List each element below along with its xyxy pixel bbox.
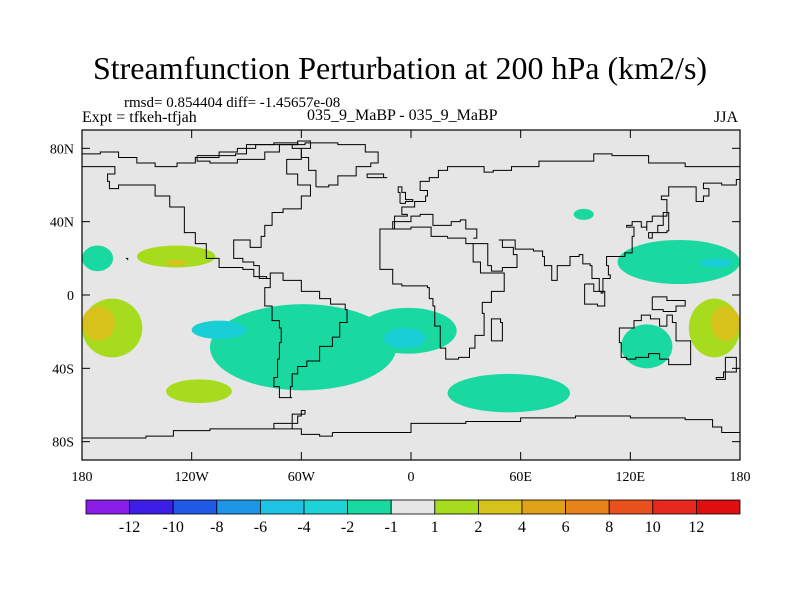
colorbar-label: -6 <box>254 519 267 536</box>
colorbar-label: 12 <box>688 519 704 536</box>
coastline <box>82 410 333 439</box>
y-tick-label: 0 <box>67 289 74 304</box>
anomaly-region-positive <box>166 379 232 404</box>
x-tick-label: 120W <box>175 470 210 485</box>
anomaly-region-negative <box>573 208 594 220</box>
colorbar-box <box>259 499 305 515</box>
colorbar-box <box>390 499 436 515</box>
coastline-layer <box>82 140 740 439</box>
anomaly-region-negative <box>209 304 397 391</box>
anomaly-region-negative <box>447 373 571 413</box>
anomaly-region-positive <box>166 260 187 266</box>
anomaly-region-negative <box>383 328 426 349</box>
coastline <box>392 153 740 230</box>
anomaly-region-negative <box>82 245 114 272</box>
colorbar-label: 4 <box>518 519 526 536</box>
colorbar-label: -10 <box>163 519 184 536</box>
coastline <box>584 283 606 307</box>
coastline <box>397 186 414 204</box>
run-label: 035_9_MaBP - 035_9_MaBP <box>307 107 498 124</box>
field-layer <box>82 208 740 413</box>
colorbar-box <box>521 499 566 515</box>
coastline <box>648 212 670 239</box>
coastline <box>473 175 740 294</box>
anomaly-region-negative <box>191 320 247 340</box>
anomaly-region-positive <box>82 306 115 341</box>
colorbar-box <box>652 499 697 515</box>
colorbar-label: -1 <box>385 519 398 536</box>
x-tick-label: 120E <box>616 470 646 485</box>
season-label: JJA <box>714 109 739 126</box>
stats-label: rmsd= 0.854404 diff= -1.45657e-08 <box>124 95 341 111</box>
colorbar-box <box>129 499 174 515</box>
coastline <box>490 318 503 342</box>
colorbar-box <box>565 499 610 515</box>
x-tick-label: 180 <box>730 470 751 485</box>
coastline <box>366 173 388 179</box>
anomaly-region-negative <box>699 258 733 268</box>
colorbar-label: -12 <box>119 519 140 536</box>
coastline <box>379 226 505 360</box>
map-title: Streamfunction Perturbation at 200 hPa (… <box>92 50 708 86</box>
colorbar-label: 1 <box>431 519 439 536</box>
colorbar-label: -4 <box>297 519 310 536</box>
coastline <box>392 213 478 239</box>
y-tick-label: 80N <box>50 142 74 157</box>
coastline <box>651 296 686 312</box>
coastline <box>715 356 737 380</box>
anomaly-region-negative <box>617 240 740 284</box>
x-tick-label: 180 <box>72 470 93 485</box>
x-tick-label: 60E <box>509 470 532 485</box>
colorbar-label: 8 <box>605 519 613 536</box>
coastline <box>291 142 379 188</box>
colorbar-label: 6 <box>562 519 570 536</box>
colorbar-box <box>696 499 741 515</box>
colorbar-box <box>303 499 348 515</box>
x-tick-label: 60W <box>288 470 316 485</box>
colorbar-label: 10 <box>645 519 661 536</box>
colorbar-label: -2 <box>341 519 354 536</box>
colorbar-box <box>608 499 654 515</box>
anomaly-region-positive <box>710 306 740 341</box>
experiment-label: Expt = tfkeh-tfjah <box>82 109 197 126</box>
colorbar-label: -8 <box>210 519 223 536</box>
coastline <box>125 257 129 261</box>
coastline <box>82 140 348 399</box>
anomaly-region-negative <box>621 324 673 369</box>
colorbar-box <box>434 499 479 515</box>
axis-layer: 180 120W 60W 0 60E 120E 180 80N 40N 0 40S 80S <box>50 130 751 485</box>
colorbar-box <box>216 499 261 515</box>
anomaly-region-positive <box>136 245 216 268</box>
coastline <box>196 142 299 164</box>
colorbar-box <box>347 499 392 515</box>
coastline <box>618 314 692 366</box>
colorbar-box <box>172 499 218 515</box>
colorbar-label: 2 <box>474 519 482 536</box>
y-tick-label: 80S <box>52 436 74 451</box>
y-tick-label: 40S <box>52 362 74 377</box>
colorbar-box <box>477 499 523 515</box>
colorbar: -12 -10 -8 -6 -4 -2 -1 1 2 4 6 8 10 12 <box>85 499 741 536</box>
y-tick-label: 40N <box>50 216 74 231</box>
x-tick-label: 0 <box>408 470 415 485</box>
map-background <box>82 130 740 460</box>
coastline <box>332 415 740 438</box>
colorbar-box <box>85 499 130 515</box>
